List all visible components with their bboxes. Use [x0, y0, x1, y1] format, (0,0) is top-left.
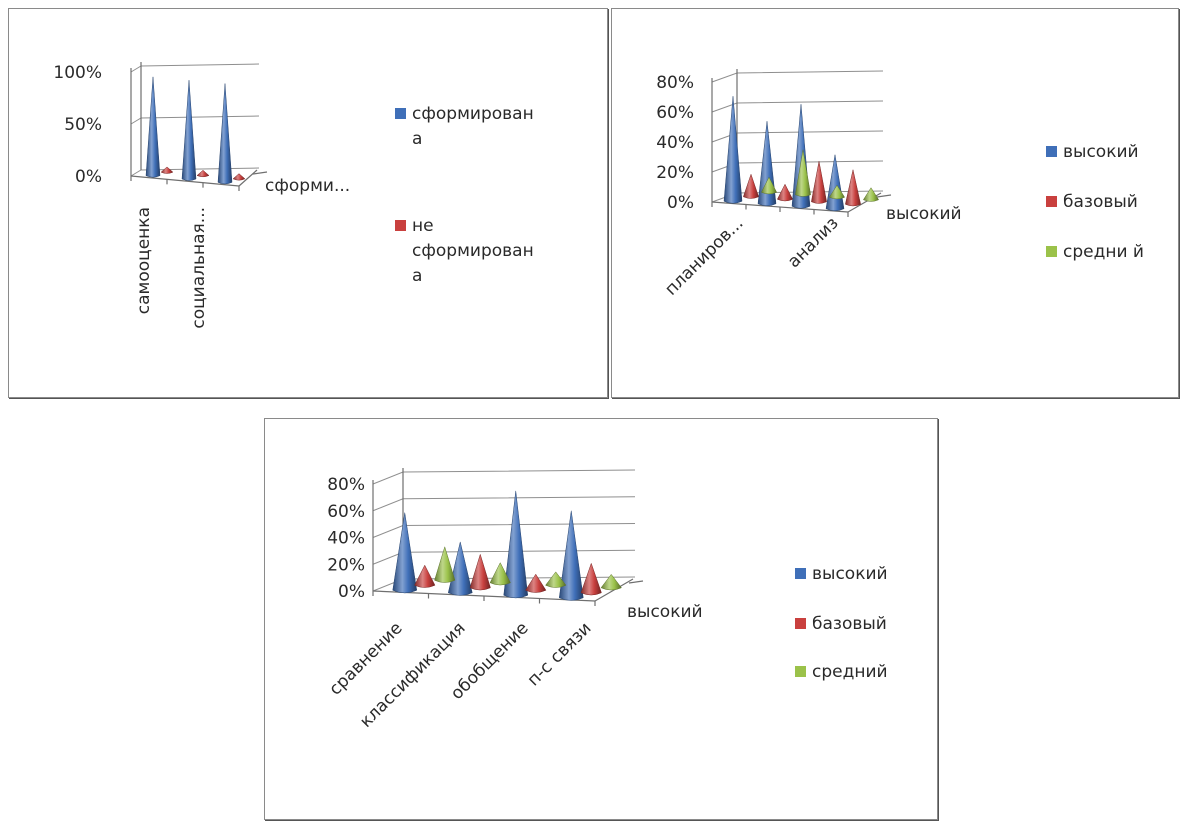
chart-panel-2: 80% 60% 40% 20% 0% планиров... анализ высокий вы…: [611, 8, 1179, 398]
depth-axis-label: высокий: [886, 204, 962, 224]
cone-mark: [862, 187, 880, 202]
legend-label: высокий: [1063, 142, 1139, 162]
chart-panel-1: 100% 50% 0% самооценка социальная... сформи..…: [8, 8, 608, 398]
chart-2: 80% 60% 40% 20% 0%планиров... анализ высокий вы…: [656, 69, 1144, 300]
legend-label: сформирован: [412, 104, 534, 124]
cone-mark: [196, 169, 210, 178]
category-label: самооценка: [134, 207, 154, 314]
legend-label: базовый: [1063, 192, 1138, 212]
depth-axis-label: высокий: [627, 602, 703, 622]
cone-mark: [525, 573, 547, 593]
gridline: [711, 130, 884, 143]
legend-label: средний: [812, 662, 888, 682]
y-tick-label: 60%: [656, 103, 694, 123]
cone-mark: [447, 541, 473, 596]
legend-swatch: [1046, 246, 1057, 257]
legend-label: средни й: [1063, 242, 1144, 262]
chart-3: 80%60%40%20%0%сравнениеклассификацияобоб…: [325, 468, 888, 732]
legend-swatch: [1046, 146, 1057, 157]
legend-swatch: [395, 220, 406, 231]
cone-mark: [181, 80, 197, 181]
depth-tick: [628, 580, 644, 584]
cone-mark: [414, 564, 436, 588]
category-label: п-с связи: [524, 618, 596, 690]
y-tick-label: 80%: [656, 73, 694, 93]
cone-mark: [145, 76, 161, 178]
legend-swatch: [1046, 196, 1057, 207]
gridline: [711, 70, 884, 83]
cone-mark: [828, 184, 846, 200]
cone-mark: [160, 166, 174, 174]
cone-mark: [503, 490, 529, 599]
cone-mark: [777, 183, 793, 202]
cone-mark: [723, 96, 743, 204]
y-tick-label: 20%: [327, 555, 365, 575]
cone-mark: [811, 161, 827, 204]
legend-label: а: [412, 129, 422, 149]
legend-swatch: [395, 108, 406, 119]
category-label: социальная...: [189, 207, 209, 329]
cone-mark: [545, 571, 567, 588]
cone-mark: [600, 573, 622, 591]
legend-swatch: [795, 568, 806, 579]
legend-swatch: [795, 666, 806, 677]
depth-tick: [252, 171, 268, 175]
category-label: анализ: [784, 213, 843, 272]
legend-label: не: [412, 216, 434, 236]
y-tick-label: 0%: [667, 193, 694, 213]
gridline: [711, 100, 884, 113]
cone-mark: [217, 83, 233, 185]
gridline: [372, 469, 636, 485]
cone-mark: [761, 176, 777, 195]
gridline: [130, 63, 260, 73]
y-tick-label: 40%: [656, 133, 694, 153]
x-axis-line: [130, 175, 240, 187]
y-tick-label: 20%: [656, 163, 694, 183]
cone-mark: [845, 169, 861, 207]
category-label: классификация: [356, 618, 469, 731]
legend-label: а: [412, 266, 422, 286]
cone-mark: [489, 562, 511, 586]
legend-label: базовый: [812, 614, 887, 634]
depth-axis-label: сформи...: [265, 176, 350, 196]
depth-tick: [876, 194, 892, 198]
y-tick-label: 100%: [53, 63, 102, 83]
gridline: [372, 496, 636, 512]
cone-mark: [795, 149, 811, 197]
cone-mark: [434, 545, 456, 583]
y-tick-label: 0%: [75, 167, 102, 187]
y-tick-label: 80%: [327, 475, 365, 495]
legend-label: высокий: [812, 564, 888, 584]
chart-1: 100% 50% 0% самооценка социальная... сформи..…: [53, 62, 534, 329]
y-tick-label: 40%: [327, 529, 365, 549]
category-label: планиров...: [661, 213, 747, 299]
y-tick-label: 60%: [327, 502, 365, 522]
cone-mark: [743, 173, 759, 199]
cone-mark: [558, 510, 584, 601]
chart-panel-3: 80% 60% 40% 20% 0% сравнение классификация обоб…: [264, 418, 938, 820]
cone-mark: [825, 154, 845, 212]
cone-mark: [232, 173, 246, 181]
y-tick-label: 0%: [338, 582, 365, 602]
cone-mark: [392, 512, 418, 594]
depth-axis-line: [238, 169, 258, 187]
legend-swatch: [795, 618, 806, 629]
legend-label: сформирован: [412, 241, 534, 261]
cone-mark: [469, 553, 491, 591]
gridline: [372, 523, 636, 538]
cone-mark: [580, 562, 602, 596]
y-tick-label: 50%: [64, 115, 102, 135]
